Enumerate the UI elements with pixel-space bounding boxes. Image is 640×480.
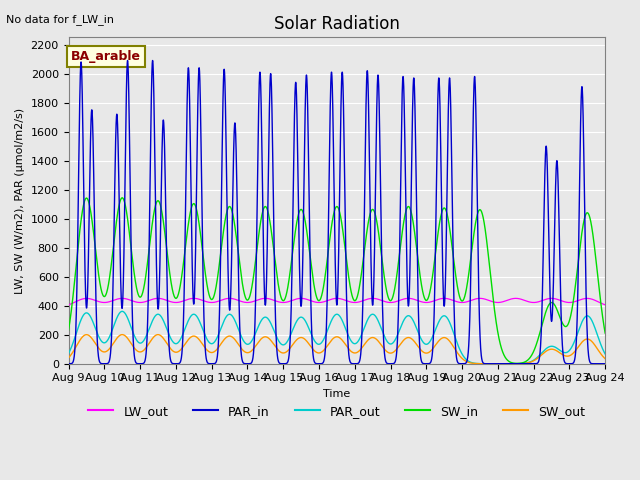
Y-axis label: LW, SW (W/m2), PAR (μmol/m2/s): LW, SW (W/m2), PAR (μmol/m2/s) [15,108,25,294]
Legend: LW_out, PAR_in, PAR_out, SW_in, SW_out: LW_out, PAR_in, PAR_out, SW_in, SW_out [83,400,591,423]
Title: Solar Radiation: Solar Radiation [274,15,400,33]
Text: No data for f_LW_in: No data for f_LW_in [6,14,115,25]
X-axis label: Time: Time [323,389,351,399]
Text: BA_arable: BA_arable [71,50,141,63]
